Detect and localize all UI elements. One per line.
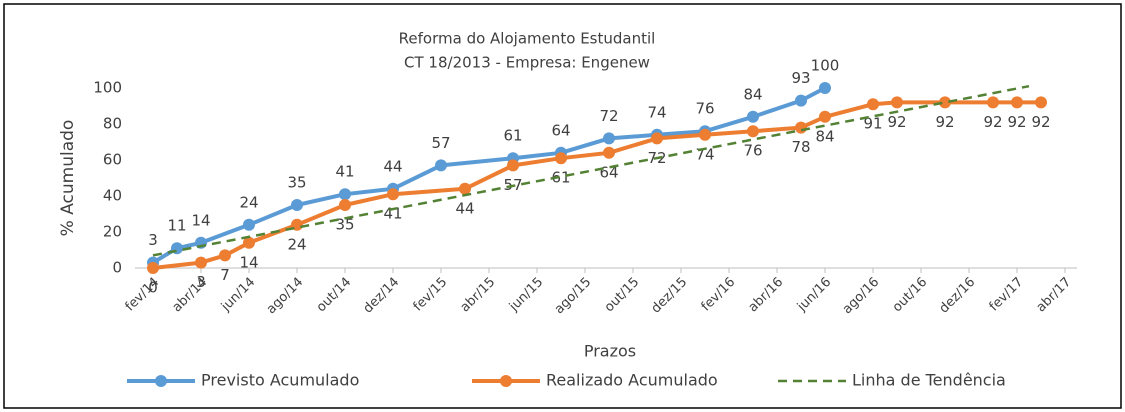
data-label: 35 bbox=[287, 174, 306, 192]
data-label: 3 bbox=[148, 231, 158, 249]
data-point bbox=[1011, 96, 1023, 109]
data-point bbox=[819, 110, 831, 123]
data-point bbox=[819, 82, 831, 94]
legend-label: Realizado Acumulado bbox=[546, 371, 718, 390]
data-label: 0 bbox=[148, 279, 158, 297]
data-label: 92 bbox=[935, 113, 954, 131]
y-tick-label: 100 bbox=[93, 79, 122, 97]
data-point bbox=[339, 199, 351, 211]
legend-marker bbox=[500, 375, 512, 387]
data-label: 84 bbox=[743, 85, 762, 103]
y-tick-label: 80 bbox=[103, 115, 122, 133]
data-point bbox=[651, 132, 663, 145]
data-label: 61 bbox=[551, 169, 570, 187]
data-point bbox=[987, 96, 999, 109]
legend-label: Previsto Acumulado bbox=[201, 371, 359, 390]
data-point bbox=[603, 132, 615, 145]
data-point bbox=[291, 199, 303, 211]
data-label: 84 bbox=[815, 127, 834, 145]
data-point bbox=[339, 188, 351, 201]
y-tick-label: 20 bbox=[103, 223, 122, 241]
data-point bbox=[219, 249, 231, 262]
legend-label: Linha de Tendência bbox=[852, 371, 1006, 390]
data-label: 44 bbox=[383, 157, 402, 175]
data-point bbox=[243, 218, 255, 231]
y-tick-label: 60 bbox=[103, 151, 122, 169]
data-label: 76 bbox=[743, 142, 762, 160]
data-point bbox=[1035, 96, 1047, 109]
data-label: 7 bbox=[220, 266, 230, 284]
series-line bbox=[152, 100, 1041, 270]
data-point bbox=[147, 262, 159, 274]
data-label: 41 bbox=[335, 163, 354, 181]
data-label: 3 bbox=[196, 273, 206, 291]
series-line bbox=[151, 86, 826, 265]
x-axis-label: Prazos bbox=[584, 342, 636, 361]
data-label: 24 bbox=[239, 193, 258, 211]
data-label: 57 bbox=[431, 134, 450, 152]
data-label: 64 bbox=[599, 163, 618, 181]
data-label: 76 bbox=[695, 100, 714, 118]
data-label: 11 bbox=[167, 217, 186, 235]
data-label: 44 bbox=[455, 199, 474, 217]
data-point bbox=[555, 152, 567, 165]
data-label: 72 bbox=[599, 107, 618, 125]
chart-subtitle: CT 18/2013 - Empresa: Engenew bbox=[404, 54, 650, 72]
data-label: 64 bbox=[551, 121, 570, 139]
data-label: 92 bbox=[1007, 113, 1026, 131]
data-point bbox=[459, 182, 471, 195]
data-label: 14 bbox=[191, 211, 210, 229]
data-point bbox=[795, 94, 807, 107]
data-label: 92 bbox=[887, 113, 906, 131]
data-label: 35 bbox=[335, 216, 354, 234]
data-point bbox=[891, 96, 903, 109]
y-tick-label: 40 bbox=[103, 187, 122, 205]
legend-marker bbox=[155, 375, 167, 387]
data-point bbox=[867, 98, 879, 111]
series-line bbox=[152, 84, 1030, 257]
data-label: 91 bbox=[863, 115, 882, 133]
chart-title: Reforma do Alojamento Estudantil bbox=[399, 30, 656, 48]
data-point bbox=[939, 96, 951, 109]
data-label: 14 bbox=[239, 253, 258, 271]
chart-border bbox=[3, 3, 1122, 409]
data-label: 74 bbox=[647, 103, 666, 121]
data-point bbox=[603, 146, 615, 159]
y-axis-label: % Acumulado bbox=[58, 120, 78, 237]
y-tick-label: 0 bbox=[112, 259, 122, 277]
data-point bbox=[795, 121, 807, 134]
data-label: 24 bbox=[287, 235, 306, 253]
data-label: 100 bbox=[811, 57, 840, 75]
data-point bbox=[435, 159, 447, 172]
data-point bbox=[699, 128, 711, 141]
data-point bbox=[747, 110, 759, 123]
data-label: 78 bbox=[791, 138, 810, 156]
data-label: 41 bbox=[383, 205, 402, 223]
data-label: 92 bbox=[1031, 113, 1050, 131]
data-label: 92 bbox=[983, 113, 1002, 131]
data-label: 61 bbox=[503, 127, 522, 145]
data-point bbox=[195, 256, 207, 269]
data-label: 93 bbox=[791, 69, 810, 87]
data-point bbox=[747, 125, 759, 138]
data-point bbox=[243, 236, 255, 249]
data-point bbox=[507, 159, 519, 172]
data-point bbox=[387, 188, 399, 201]
